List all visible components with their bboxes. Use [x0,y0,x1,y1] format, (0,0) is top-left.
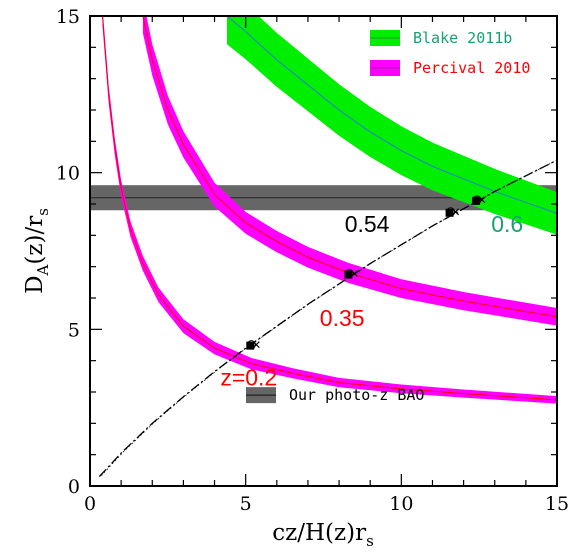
y-tick-label: 0 [68,476,80,498]
x-tick-label: 5 [240,493,252,515]
plot-frame [89,15,558,487]
legend-label-1: Percival 2010 [413,59,530,77]
x-tick-label: 15 [545,493,569,515]
y-tick-label: 5 [68,319,80,341]
legend-label-0: Blake 2011b [413,29,512,47]
marker-cross-3 [478,196,486,204]
marker-square-1 [344,270,353,279]
x-tick-label: 10 [389,493,413,515]
marker-cross-2 [452,208,460,216]
marker-circle-2 [446,207,456,217]
band-annotation-0: z=0.2 [220,365,277,391]
y-tick-label: 15 [56,6,80,28]
marker-square-0 [246,341,255,350]
band-center-line-1 [142,16,557,318]
marker-circle-0 [246,340,256,350]
legend-label-photo-z: Our photo-z BAO [289,386,424,404]
marker-cross-1 [350,270,358,277]
y-tick-label: 10 [56,163,80,185]
band-06-2 [226,16,557,235]
marker-square-2 [445,208,454,217]
band-center-line-2 [226,16,557,214]
x-axis-title: cz/H(z)rs [272,520,374,550]
marker-square-3 [472,196,481,205]
y-axis-title: DA(z)/rs [22,208,52,294]
band-annotation-2: 0.54 [345,211,390,237]
band-035-1 [142,16,557,326]
marker-circle-1 [344,269,354,278]
marker-circle-3 [472,195,482,205]
band-annotation-1: 0.35 [320,305,365,331]
marker-cross-0 [252,341,260,349]
x-tick-label: 0 [84,493,96,515]
band-center-line-0 [101,16,557,401]
band-annotation-3: 0.6 [491,211,523,237]
